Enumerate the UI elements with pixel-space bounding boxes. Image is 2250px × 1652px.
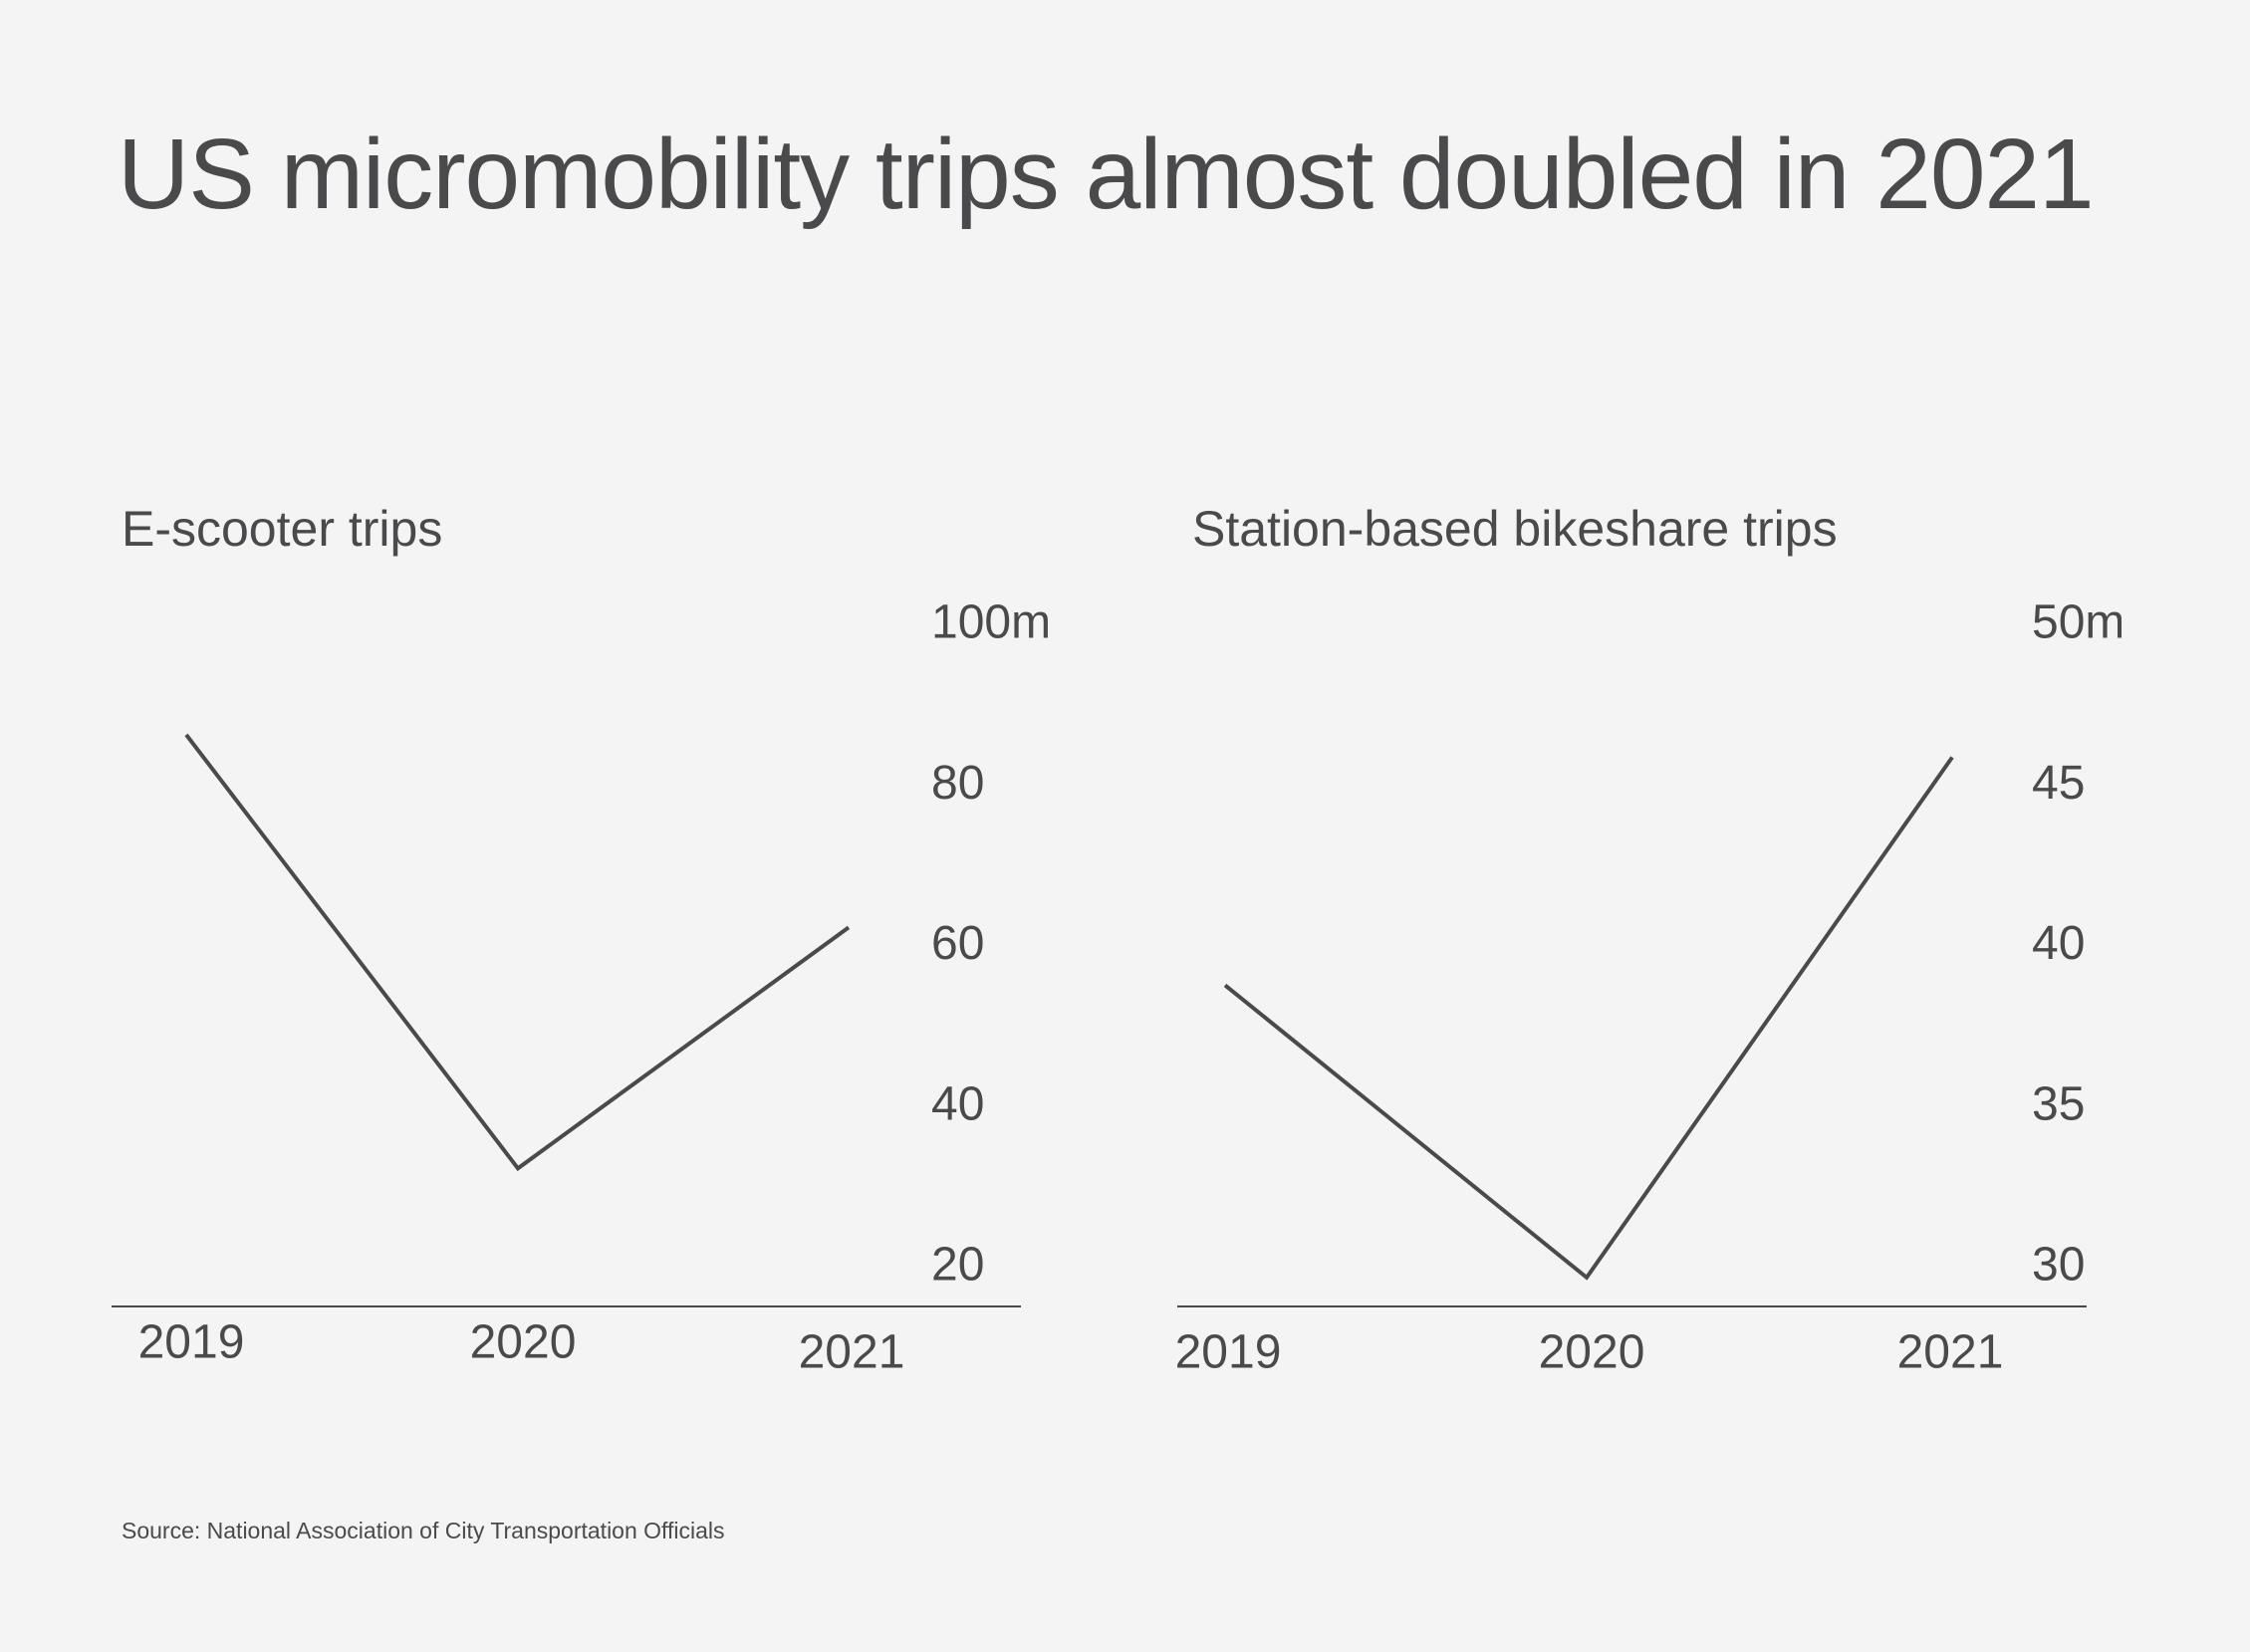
- chart-title: US micromobility trips almost doubled in…: [118, 118, 2095, 230]
- bikeshare-data-point: [1949, 754, 1955, 760]
- escooter-series-line: [184, 733, 851, 1172]
- bikeshare-data-point: [1222, 982, 1228, 988]
- bikeshare-ytick-label: 30: [2032, 1239, 2085, 1292]
- bikeshare-ytick-label: 35: [2032, 1077, 2085, 1130]
- escooter-data-point: [846, 924, 852, 930]
- escooter-chart: E-scooter trips 20 40 60 80 100m 2019 2020 2021: [0, 488, 1056, 1424]
- bikeshare-xtick-label: 2021: [1897, 1326, 2004, 1379]
- bikeshare-ytick-label: 45: [2032, 757, 2085, 810]
- escooter-xtick-label: 2020: [470, 1316, 577, 1369]
- escooter-chart-svg: 20 40 60 80 100m 2019 2020 2021: [112, 596, 1051, 1379]
- bikeshare-ytick-label: 40: [2032, 917, 2085, 970]
- bikeshare-chart-svg: 30 35 40 45 50m 2019 2020 2021: [1175, 596, 2122, 1379]
- bikeshare-xtick-label: 2019: [1175, 1326, 1282, 1379]
- escooter-ytick-label: 20: [931, 1239, 984, 1292]
- source-note: Source: National Association of City Tra…: [122, 1518, 725, 1543]
- escooter-ytick-label: 40: [931, 1077, 984, 1130]
- escooter-chart-title: E-scooter trips: [122, 501, 443, 557]
- bikeshare-xtick-label: 2020: [1539, 1326, 1645, 1379]
- bikeshare-chart: Station-based bikeshare trips 30 35 40 45 50…: [1066, 488, 2122, 1424]
- escooter-xtick-label: 2019: [138, 1316, 245, 1369]
- bikeshare-ytick-label: 50m: [2032, 596, 2122, 649]
- escooter-data-point: [183, 732, 189, 738]
- escooter-xtick-label: 2021: [799, 1326, 905, 1379]
- escooter-ytick-label: 80: [931, 757, 984, 810]
- escooter-ytick-label: 60: [931, 917, 984, 970]
- bikeshare-chart-title: Station-based bikeshare trips: [1192, 501, 1838, 557]
- escooter-ytick-label: 100m: [931, 596, 1051, 649]
- bikeshare-series-line: [1223, 756, 1954, 1281]
- escooter-data-point: [515, 1165, 521, 1171]
- bikeshare-data-point: [1584, 1275, 1590, 1281]
